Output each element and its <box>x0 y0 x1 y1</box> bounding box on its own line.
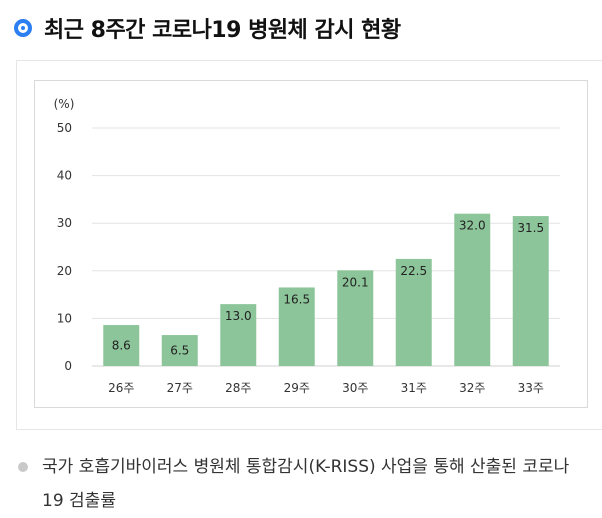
chart-title: 최근 8주간 코로나19 병원체 감시 현황 <box>44 18 401 43</box>
bar <box>278 287 315 366</box>
bar <box>395 258 432 366</box>
x-tick-label: 30주 <box>342 381 368 395</box>
y-axis-label: (%) <box>54 97 75 111</box>
data-label: 31.5 <box>517 221 544 235</box>
bar <box>220 304 257 366</box>
y-tick-label: 30 <box>57 216 72 230</box>
x-tick-label: 28주 <box>225 381 251 395</box>
y-tick-label: 10 <box>57 311 72 325</box>
footnote: 국가 호흡기바이러스 병원체 통합감시(K-RISS) 사업을 통해 산출된 코… <box>18 450 588 518</box>
y-tick-label: 0 <box>64 359 72 373</box>
header: 최근 8주간 코로나19 병원체 감시 현황 <box>14 8 401 48</box>
data-label: 32.0 <box>459 219 486 233</box>
data-label: 6.5 <box>170 344 189 358</box>
y-tick-label: 40 <box>57 169 72 183</box>
footnote-text: 국가 호흡기바이러스 병원체 통합감시(K-RISS) 사업을 통해 산출된 코… <box>42 457 570 511</box>
x-tick-label: 32주 <box>459 381 485 395</box>
bar <box>512 216 549 366</box>
x-tick-label: 29주 <box>284 381 310 395</box>
x-tick-label: 31주 <box>401 381 427 395</box>
bar <box>337 270 374 366</box>
target-icon <box>14 19 32 37</box>
data-label: 16.5 <box>283 292 310 306</box>
x-tick-label: 27주 <box>167 381 193 395</box>
chart-outer-box <box>16 60 602 430</box>
data-label: 13.0 <box>225 309 252 323</box>
data-label: 8.6 <box>112 339 131 353</box>
y-tick-label: 20 <box>57 264 72 278</box>
data-label: 22.5 <box>400 264 427 278</box>
bar <box>454 213 491 366</box>
y-tick-label: 50 <box>57 121 72 135</box>
bar <box>161 335 198 366</box>
data-label: 20.1 <box>342 275 369 289</box>
x-tick-label: 33주 <box>518 381 544 395</box>
bullet-icon <box>18 462 28 472</box>
bar <box>103 325 140 366</box>
x-tick-label: 26주 <box>108 381 134 395</box>
